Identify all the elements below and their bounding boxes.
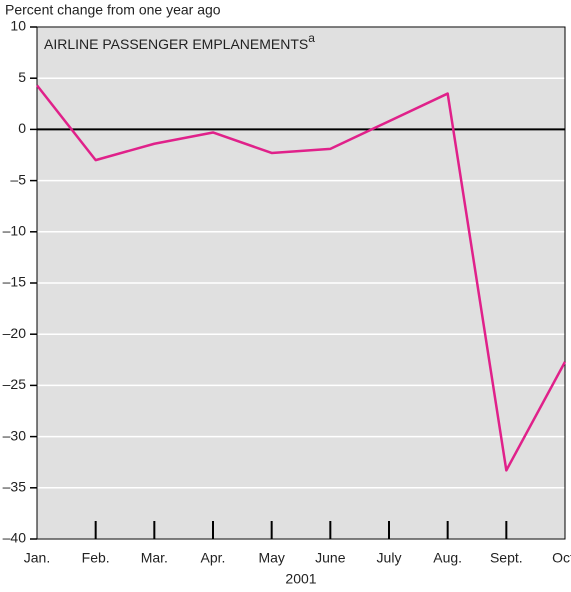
y-tick-label: –20 — [3, 325, 27, 341]
chart-title: AIRLINE PASSENGER EMPLANEMENTSa — [44, 31, 315, 52]
y-tick-label: 10 — [10, 18, 26, 34]
y-tick-label: –15 — [3, 274, 27, 290]
x-tick-label: Aug. — [433, 550, 462, 566]
x-tick-label: Mar. — [141, 550, 168, 566]
y-tick-label: 0 — [18, 120, 26, 136]
x-tick-label: May — [258, 550, 284, 566]
x-tick-label: Jan. — [24, 550, 50, 566]
y-tick-label: –10 — [3, 223, 27, 239]
plot-frame — [36, 26, 566, 540]
y-tick-label: –25 — [3, 376, 27, 392]
x-axis-label: 2001 — [285, 571, 316, 587]
x-tick-label: July — [377, 550, 402, 566]
x-tick-label: Oct. — [552, 550, 571, 566]
y-tick-label: –40 — [3, 530, 27, 546]
y-tick-label: 5 — [18, 69, 26, 85]
y-tick-label: –35 — [3, 479, 27, 495]
data-line — [36, 84, 567, 472]
x-tick-label: Feb. — [82, 550, 110, 566]
chart-title-text: AIRLINE PASSENGER EMPLANEMENTS — [44, 36, 308, 52]
y-tick-label: –30 — [3, 427, 27, 443]
x-tick-label: Apr. — [201, 550, 226, 566]
chart-title-note: a — [308, 31, 315, 45]
x-tick-label: Sept. — [490, 550, 523, 566]
x-tick-label: June — [315, 550, 346, 566]
y-axis-label: Percent change from one year ago — [5, 2, 221, 18]
y-tick-label: –5 — [10, 171, 26, 187]
